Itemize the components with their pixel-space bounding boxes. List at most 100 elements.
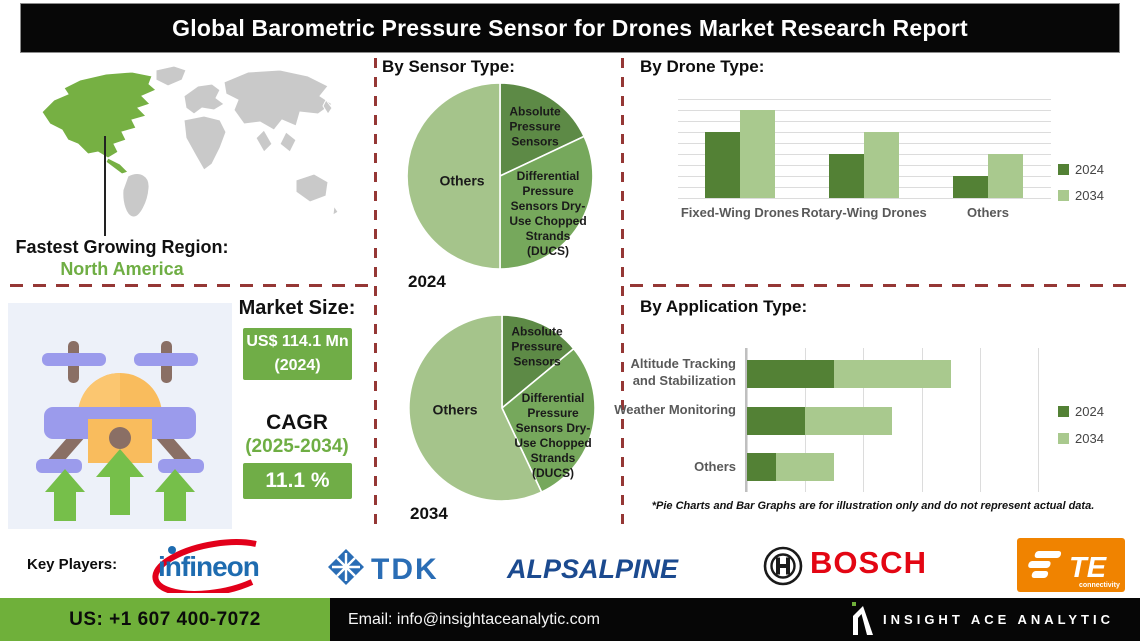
segment-2034-altitude-tracking-and-stabilization [834,360,951,388]
drone-illustration [36,341,204,521]
map-south-america [122,173,150,218]
map-se-asia [279,131,297,153]
bar-2024-fixed-wing-drones [705,132,740,198]
bar-2024-others [953,176,988,198]
brand-name: INSIGHT ACE ANALYTIC [883,612,1114,627]
pie-2024-label-others: Others [439,172,485,189]
map-japan [322,99,333,115]
alps-alpine-logo: ALPSALPINE [506,554,679,584]
legend-swatch-2034 [1058,190,1069,201]
drone-right-foot [158,459,204,473]
application-type-bar-chart [745,348,1039,492]
footer-phone-bar: US: +1 607 400-7072 [0,598,330,641]
app-legend-2024: 2024 [1058,404,1104,419]
pie-2034-year-label: 2034 [410,504,448,523]
pie-2034-label-absolute: Absolute Pressure Sensors [511,324,563,369]
svg-text:infineon: infineon [158,551,259,582]
segment-2034-weather-monitoring [805,407,893,435]
app-legend-2034: 2034 [1058,431,1104,446]
pie-slice-2 [499,135,594,270]
svg-text:connectivity: connectivity [1079,582,1120,589]
dashed-divider-horizontal-right [630,284,1134,287]
svg-text:ALPSALPINE: ALPSALPINE [506,554,679,584]
footer-bar: Email: info@insightaceanalytic.com INSIG… [330,598,1140,641]
fastest-growing-region-value: North America [60,259,184,279]
bosch-mark-icon [763,546,803,586]
pie-2034-label-differential: Differential Pressure Sensors Dry-Use Ch… [514,391,592,480]
pie-2034-label-others: Others [432,401,478,418]
drone-left-foot [36,459,82,473]
bar-2034-fixed-wing-drones [740,110,775,198]
app-category-others: Others [694,459,736,474]
infineon-logo: infineon [152,539,260,593]
chart-disclaimer: *Pie Charts and Bar Graphs are for illus… [651,500,1095,512]
page-title: Global Barometric Pressure Sensor for Dr… [172,14,968,41]
cagr-value: 11.1 % [243,463,352,499]
growth-arrows [45,449,195,521]
drone-type-heading: By Drone Type: [640,57,765,76]
pie-2024-year-label: 2024 [408,272,446,291]
bar-2024-rotary-wing-drones [829,154,864,198]
app-category-weather: Weather Monitoring [614,402,736,417]
drone-category-fixed-wing: Fixed-Wing Drones [680,205,800,220]
fastest-growing-region-label: Fastest Growing Region: [15,237,229,257]
drone-legend-2034: 2034 [1058,188,1104,203]
drone-type-bar-chart [678,99,1051,199]
cagr-period: (2025-2034) [245,436,349,457]
legend-swatch-2024 [1058,164,1069,175]
bar-2034-others [988,154,1023,198]
map-asia [223,69,333,131]
bosch-logo: BOSCH [810,545,927,580]
legend-swatch-app-2034 [1058,433,1069,444]
bar-2034-rotary-wing-drones [864,132,899,198]
pie-chart-2034 [407,313,597,503]
pie-2024-label-absolute: Absolute Pressure Sensors [509,104,561,149]
tdk-logo: TDK [328,549,439,586]
map-greenland [155,65,187,87]
map-india [255,129,273,153]
pie-slice-1 [501,314,575,410]
drone-category-others: Others [967,205,1009,220]
insight-ace-a-icon [851,601,874,635]
pie-chart-2024 [405,81,595,271]
map-new-zealand [332,204,339,216]
legend-swatch-app-2024 [1058,406,1069,417]
key-players-label: Key Players: [27,556,118,573]
region-north-america-highlight [41,71,157,159]
drone-legend-2024: 2024 [1058,162,1104,177]
dashed-divider-vertical-1 [374,58,377,530]
segment-2024-altitude-tracking-and-stabilization [747,360,835,388]
title-bar: Global Barometric Pressure Sensor for Dr… [20,3,1120,53]
map-australia [295,173,329,203]
pie-slice-3 [408,314,543,502]
cagr-label: CAGR [266,411,328,434]
world-map [41,65,339,218]
drone-illustration-panel [8,303,232,529]
market-size-value: US$ 114.1 Mn (2024) [243,328,352,380]
drone-lens [109,427,131,449]
svg-text:TE: TE [1069,552,1108,584]
drone-category-rotary-wing: Rotary-Wing Drones [801,205,927,220]
segment-2024-weather-monitoring [747,407,806,435]
map-africa [183,115,227,171]
map-europe [183,83,225,115]
pie-2024-label-differential: Differential Pressure Sensors Dry-Use Ch… [509,169,587,258]
dashed-divider-vertical-2 [621,58,624,530]
segment-2034-others [776,453,835,481]
drone-right-rotor [134,353,198,366]
pie-slice-1 [499,82,586,178]
phone-number: US: +1 607 400-7072 [69,608,261,630]
map-central-america [105,157,129,175]
sensor-type-heading: By Sensor Type: [382,57,515,76]
pie-slice-3 [406,82,501,270]
brand-logo: INSIGHT ACE ANALYTIC [851,598,1114,641]
segment-2024-others [747,453,777,481]
drone-left-rotor [42,353,106,366]
svg-text:TDK: TDK [371,553,439,586]
region-pointer-line [104,136,106,236]
market-size-label: Market Size: [238,297,356,319]
application-type-heading: By Application Type: [640,297,808,316]
dashed-divider-horizontal-left [10,284,372,287]
app-category-altitude: Altitude Tracking and Stabilization [630,356,736,388]
